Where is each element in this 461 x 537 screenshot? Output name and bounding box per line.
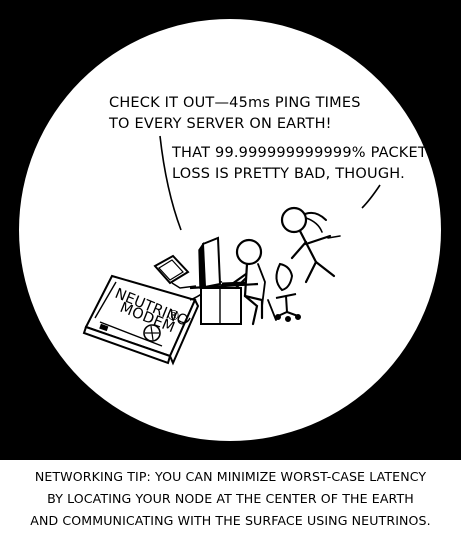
reply-line-2: LOSS IS PRETTY BAD, THOUGH. [172,166,405,182]
neutrino-modem: NEUTRINO MODEM ® [82,274,223,366]
reply-line-1: THAT 99.999999999999% PACKET [171,145,427,161]
comic-caption: NETWORKING TIP: YOU CAN MINIMIZE WORST-C… [0,466,461,532]
speech-tail-right [361,184,381,209]
caption-line-1: NETWORKING TIP: YOU CAN MINIMIZE WORST-C… [34,469,427,484]
comic-illustration: CHECK IT OUT—45ms PING TIMES TO EVERY SE… [19,19,441,441]
monitor [201,236,222,289]
speech-line-1: CHECK IT OUT—45ms PING TIMES [109,95,361,111]
caption-line-3: AND COMMUNICATING WITH THE SURFACE USING… [30,513,431,528]
modem-emblem-icon [143,324,161,342]
speech-tail-left [159,135,182,231]
office-chair [275,262,301,322]
caption-line-2: BY LOCATING YOUR NODE AT THE CENTER OF T… [47,491,414,506]
speech-line-2: TO EVERY SERVER ON EARTH! [108,116,332,132]
registered-mark: ® [166,308,181,324]
comic-panel: CHECK IT OUT—45ms PING TIMES TO EVERY SE… [0,0,461,460]
computer-desk [153,236,259,325]
standing-person [280,206,341,284]
seated-person [220,238,277,326]
earth-center-circle [19,19,441,441]
